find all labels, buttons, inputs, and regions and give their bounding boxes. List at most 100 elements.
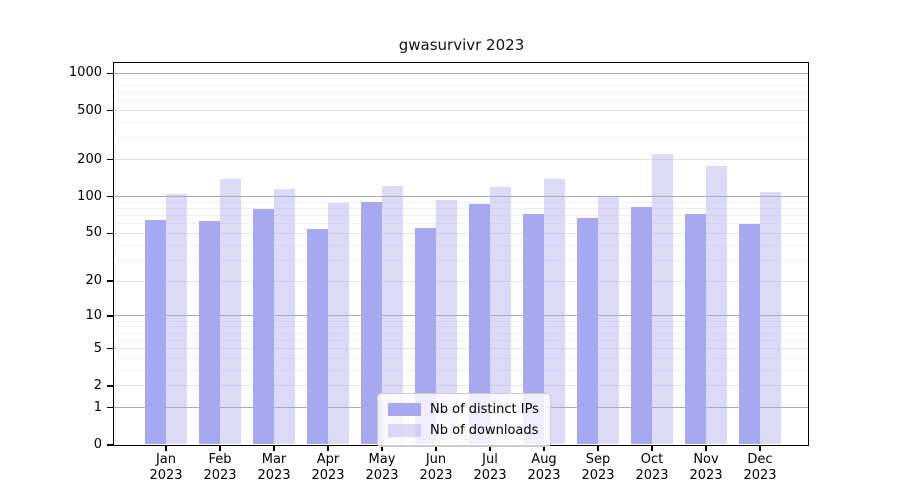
x-tick-year-jul: 2023 — [473, 467, 507, 483]
gridline-4 — [114, 357, 808, 359]
y-axis: 0 1 2 5 10 20 50 100 200 500 1000 — [0, 64, 113, 452]
x-tick-month-mar: Mar — [261, 452, 287, 467]
legend-label-downloads: Nb of downloads — [430, 423, 539, 438]
x-tick-label-aug: Aug 2023 — [516, 452, 572, 483]
x-tick-label-jul: Jul 2023 — [462, 452, 518, 483]
x-tick-year-jun: 2023 — [419, 467, 453, 483]
y-tick-label-1000: 1000 — [68, 65, 102, 81]
bar-downloads-oct — [651, 154, 673, 445]
y-tick-label-100: 100 — [77, 188, 102, 204]
bar-downloads-aug — [543, 178, 565, 445]
gridline-20 — [114, 280, 808, 282]
gridline-2 — [114, 385, 808, 387]
x-tick-month-dec: Dec — [747, 452, 773, 467]
x-tick-month-aug: Aug — [531, 452, 557, 467]
bar-distinct-ips-jul — [468, 204, 490, 445]
gridline-300 — [114, 137, 808, 139]
gridline-30 — [114, 259, 808, 261]
x-tick-label-jun: Jun 2023 — [408, 452, 464, 483]
chart-title: gwasurvivr 2023 — [398, 36, 525, 54]
x-tick-month-nov: Nov — [693, 452, 719, 467]
gridline-10 — [114, 315, 808, 317]
x-tick-month-sep: Sep — [585, 452, 611, 467]
x-tick-label-oct: Oct 2023 — [624, 452, 680, 483]
x-tick-jul — [489, 446, 491, 451]
x-tick-month-jun: Jun — [425, 452, 447, 467]
gridline-80 — [114, 208, 808, 210]
bar-distinct-ips-sep — [576, 218, 598, 445]
gridline-7 — [114, 332, 808, 334]
y-tick-200 — [107, 158, 113, 161]
legend-swatch-distinct-ips — [388, 403, 421, 416]
bar-distinct-ips-nov — [684, 214, 706, 445]
x-tick-oct — [651, 446, 653, 451]
y-tick-500 — [107, 109, 113, 112]
x-axis: Jan 2023 Feb 2023 Mar 2023 Apr 2023 May 2023 Jun 20… — [0, 446, 900, 500]
bar-downloads-nov — [705, 166, 727, 445]
bar-distinct-ips-mar — [252, 208, 274, 445]
bar-distinct-ips-jun — [414, 227, 436, 445]
x-tick-year-apr: 2023 — [311, 467, 345, 483]
x-tick-nov — [705, 446, 707, 451]
bar-downloads-jan — [165, 194, 187, 445]
bar-distinct-ips-oct — [630, 206, 652, 445]
x-tick-label-dec: Dec 2023 — [732, 452, 788, 483]
legend: Nb of distinct IPs Nb of downloads — [377, 393, 551, 447]
y-tick-10 — [107, 315, 113, 317]
gridline-6 — [114, 339, 808, 341]
x-tick-apr — [327, 446, 329, 451]
x-tick-label-apr: Apr 2023 — [300, 452, 356, 483]
x-tick-month-jul: Jul — [482, 452, 498, 467]
plot-area: Nb of distinct IPs Nb of downloads — [113, 62, 809, 447]
x-tick-dec — [759, 446, 761, 451]
x-tick-may — [381, 446, 383, 451]
bar-distinct-ips-dec — [738, 224, 760, 445]
y-tick-label-200: 200 — [77, 151, 102, 167]
bar-downloads-sep — [597, 195, 619, 445]
gridline-900 — [114, 78, 808, 80]
gridline-600 — [114, 100, 808, 102]
x-tick-year-feb: 2023 — [203, 467, 237, 483]
y-tick-label-5: 5 — [93, 340, 102, 356]
y-tick-label-0: 0 — [93, 437, 102, 452]
legend-label-distinct-ips: Nb of distinct IPs — [430, 402, 539, 417]
gridline-50 — [114, 232, 808, 234]
y-tick-label-2: 2 — [93, 377, 102, 393]
bar-distinct-ips-aug — [522, 214, 544, 445]
x-tick-year-may: 2023 — [365, 467, 399, 483]
y-tick-1000 — [107, 72, 113, 75]
x-tick-jan — [165, 446, 167, 451]
x-tick-month-oct: Oct — [640, 452, 664, 467]
x-tick-month-may: May — [368, 452, 396, 467]
y-tick-100 — [107, 195, 113, 198]
x-tick-year-mar: 2023 — [257, 467, 291, 483]
y-tick-50 — [107, 232, 113, 235]
x-tick-label-mar: Mar 2023 — [246, 452, 302, 483]
y-tick-label-500: 500 — [77, 102, 102, 118]
gridline-400 — [114, 122, 808, 124]
y-tick-label-20: 20 — [85, 273, 102, 289]
x-tick-year-jan: 2023 — [149, 467, 183, 483]
bar-distinct-ips-apr — [306, 228, 328, 445]
gridline-700 — [114, 91, 808, 93]
gridline-9 — [114, 320, 808, 322]
legend-swatch-downloads — [388, 424, 421, 437]
bar-downloads-feb — [219, 178, 241, 445]
x-tick-label-nov: Nov 2023 — [678, 452, 734, 483]
bar-downloads-dec — [759, 192, 781, 445]
x-tick-label-may: May 2023 — [354, 452, 410, 483]
bar-distinct-ips-may — [360, 202, 382, 445]
y-tick-label-50: 50 — [85, 225, 102, 241]
y-tick-20 — [107, 280, 113, 282]
bar-downloads-mar — [273, 188, 295, 445]
x-tick-jun — [435, 446, 437, 451]
x-tick-feb — [219, 446, 221, 451]
y-tick-1 — [107, 406, 113, 409]
x-tick-month-jan: Jan — [155, 452, 177, 467]
y-tick-label-10: 10 — [85, 307, 102, 323]
x-tick-sep — [597, 446, 599, 451]
bar-downloads-apr — [327, 203, 349, 445]
gridline-500 — [114, 110, 808, 112]
bar-downloads-jun — [435, 200, 457, 445]
